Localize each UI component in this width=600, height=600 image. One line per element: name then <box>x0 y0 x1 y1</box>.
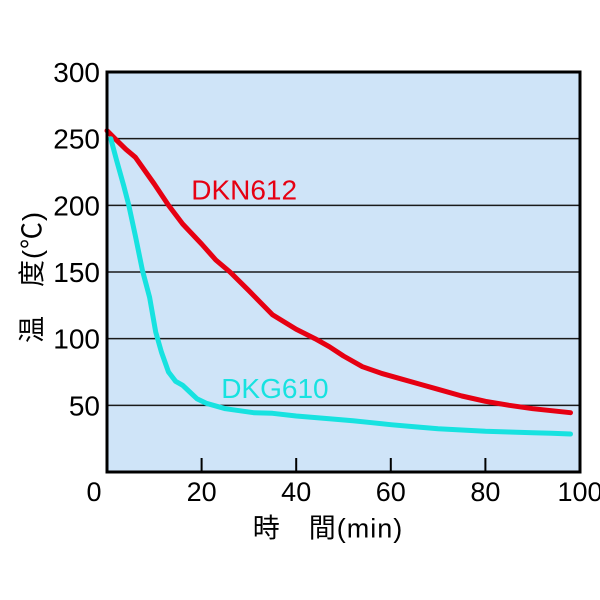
series-label-dkn612: DKN612 <box>191 174 297 205</box>
y-tick-label-300: 300 <box>53 57 100 88</box>
y-tick-label-250: 250 <box>53 124 100 155</box>
x-tick-label-100: 100 <box>557 477 600 507</box>
x-tick-label-40: 40 <box>281 477 311 507</box>
x-tick-label-60: 60 <box>376 477 406 507</box>
x-axis-title: 時 間(min) <box>252 513 404 544</box>
x-tick-label-20: 20 <box>187 477 217 507</box>
y-tick-label-100: 100 <box>53 324 100 355</box>
y-axis-title: 温 度(℃) <box>17 211 48 343</box>
plot-border <box>105 70 582 474</box>
x-tick-label-0: 0 <box>86 477 101 507</box>
curve-dkg610 <box>108 136 573 437</box>
series-label-dkg610: DKG610 <box>221 373 328 404</box>
x-tick-label-80: 80 <box>470 477 500 507</box>
y-tick-label-200: 200 <box>53 190 100 221</box>
y-tick-label-150: 150 <box>53 257 100 288</box>
curve-dkn612 <box>104 128 573 416</box>
y-tick-label-50: 50 <box>69 390 100 421</box>
